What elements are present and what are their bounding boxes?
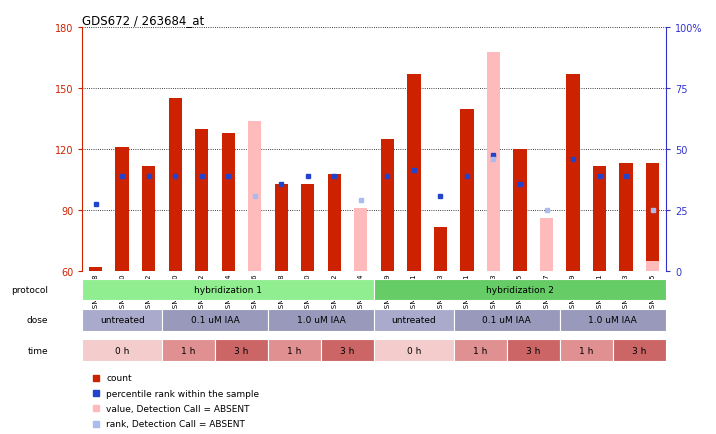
Bar: [619, 164, 633, 272]
Text: hybridization 2: hybridization 2: [486, 285, 554, 294]
Bar: [454, 340, 507, 362]
Bar: [454, 309, 560, 331]
Text: 0.1 uM IAA: 0.1 uM IAA: [190, 316, 239, 325]
Text: 1 h: 1 h: [579, 346, 594, 355]
Text: GDS672 / 263684_at: GDS672 / 263684_at: [82, 14, 205, 27]
Bar: [374, 340, 454, 362]
Bar: [460, 109, 473, 272]
Bar: [560, 340, 613, 362]
Bar: [162, 340, 215, 362]
Bar: [646, 164, 659, 272]
Bar: [195, 130, 208, 272]
Bar: [354, 209, 367, 272]
Bar: [82, 309, 162, 331]
Bar: [560, 309, 666, 331]
Bar: [221, 134, 235, 272]
Text: 0 h: 0 h: [407, 346, 421, 355]
Text: 1 h: 1 h: [473, 346, 488, 355]
Bar: [268, 309, 374, 331]
Text: 0 h: 0 h: [115, 346, 130, 355]
Bar: [540, 219, 553, 272]
Text: value, Detection Call = ABSENT: value, Detection Call = ABSENT: [106, 404, 250, 413]
Bar: [275, 184, 288, 272]
Bar: [507, 340, 560, 362]
Bar: [268, 340, 321, 362]
Bar: [89, 268, 102, 272]
Text: percentile rank within the sample: percentile rank within the sample: [106, 389, 259, 398]
Bar: [142, 166, 155, 272]
Bar: [513, 150, 527, 272]
Bar: [321, 340, 374, 362]
Text: dose: dose: [26, 316, 48, 325]
Bar: [593, 166, 606, 272]
Bar: [407, 75, 420, 272]
Text: 1 h: 1 h: [287, 346, 301, 355]
Bar: [328, 174, 341, 272]
Bar: [301, 184, 314, 272]
Text: time: time: [27, 346, 48, 355]
Bar: [566, 75, 580, 272]
Bar: [381, 140, 394, 272]
Text: untreated: untreated: [100, 316, 145, 325]
Bar: [248, 122, 261, 272]
Text: 3 h: 3 h: [632, 346, 647, 355]
Bar: [434, 227, 447, 272]
Text: 1.0 uM IAA: 1.0 uM IAA: [296, 316, 345, 325]
Bar: [82, 340, 162, 362]
Bar: [168, 99, 182, 272]
Bar: [162, 309, 268, 331]
Bar: [215, 340, 268, 362]
Text: 0.1 uM IAA: 0.1 uM IAA: [483, 316, 531, 325]
Text: protocol: protocol: [11, 285, 48, 294]
Bar: [82, 279, 374, 301]
Text: 1.0 uM IAA: 1.0 uM IAA: [589, 316, 637, 325]
Bar: [115, 148, 129, 272]
Bar: [613, 340, 666, 362]
Text: hybridization 1: hybridization 1: [194, 285, 262, 294]
Text: 3 h: 3 h: [234, 346, 248, 355]
Text: rank, Detection Call = ABSENT: rank, Detection Call = ABSENT: [106, 419, 245, 428]
Text: 3 h: 3 h: [526, 346, 541, 355]
Text: untreated: untreated: [392, 316, 436, 325]
Bar: [646, 262, 659, 272]
Bar: [374, 309, 454, 331]
Text: count: count: [106, 373, 132, 382]
Text: 1 h: 1 h: [181, 346, 195, 355]
Text: 3 h: 3 h: [340, 346, 354, 355]
Bar: [487, 53, 500, 272]
Bar: [374, 279, 666, 301]
